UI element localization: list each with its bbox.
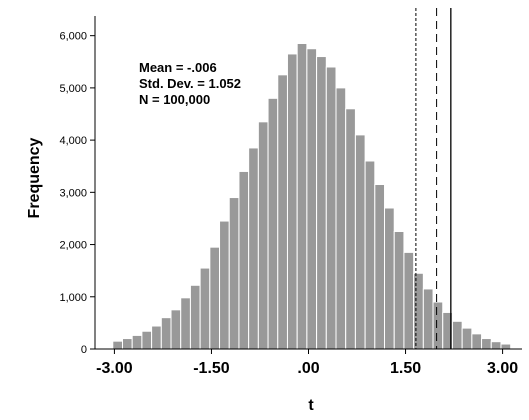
y-tick-label: 2,000 [59,240,87,252]
histogram-bar [151,325,162,350]
histogram-bar [461,327,473,350]
histogram-bars [112,43,512,350]
histogram-bar [180,297,191,350]
histogram-bar [170,309,182,350]
histogram-bar [316,56,327,350]
stat-n: N = 100,000 [139,92,210,107]
stat-std-dev: Std. Dev. = 1.052 [139,76,241,91]
histogram-bar [267,97,279,350]
histogram-bar [257,121,269,350]
histogram-bar [432,301,444,350]
histogram-bar [286,53,298,350]
y-tick-label: 6,000 [59,31,87,43]
histogram-bar [403,251,415,350]
histogram-bar [500,343,512,350]
histogram-bar [335,87,347,350]
histogram-bar [131,334,143,350]
histogram-bar [209,246,221,350]
histogram-bar [451,320,463,350]
histogram-bar [422,288,434,350]
histogram-bar [345,108,356,350]
histogram-bar [121,338,133,350]
stat-mean: Mean = -.006 [139,60,217,75]
histogram-bar [413,272,424,350]
histogram-bar [219,220,230,350]
histogram-bar [141,330,153,350]
histogram-bar [112,340,123,350]
y-tick-label: 3,000 [59,187,87,199]
histogram-bar [248,147,259,350]
histogram-bar [199,267,211,350]
histogram-bar [160,317,172,350]
y-axis-ticks: 0 1,000 2,000 3,000 4,000 5,000 6,000 [59,31,95,356]
histogram-bar [374,184,386,350]
y-axis-title: Frequency [26,137,43,218]
histogram-bar [306,48,318,350]
x-tick-label: 1.50 [390,360,421,377]
histogram-bar [364,160,376,350]
x-tick-label: -1.50 [193,360,230,377]
x-axis-title: t [308,397,314,414]
x-tick-label: -3.00 [96,360,133,377]
histogram-bar [325,66,337,350]
histogram-bar [228,197,240,350]
x-axis-ticks: -3.00 -1.50 .00 1.50 3.00 [96,349,518,377]
histogram-bar [384,207,395,350]
y-tick-label: 4,000 [59,135,87,147]
histogram-bar [490,341,502,350]
histogram-bar [238,170,250,350]
x-tick-label: .00 [297,360,319,377]
reference-lines [415,8,452,349]
histogram-bar [296,43,308,350]
histogram-bar [471,333,483,350]
y-tick-label: 0 [81,344,87,356]
histogram-bar [393,231,405,350]
histogram-bar [189,284,201,350]
histogram-bar [354,134,366,350]
histogram-bar [277,74,288,350]
y-tick-label: 5,000 [59,83,87,95]
histogram-bar [481,338,492,350]
y-tick-label: 1,000 [59,292,87,304]
x-tick-label: 3.00 [487,360,518,377]
